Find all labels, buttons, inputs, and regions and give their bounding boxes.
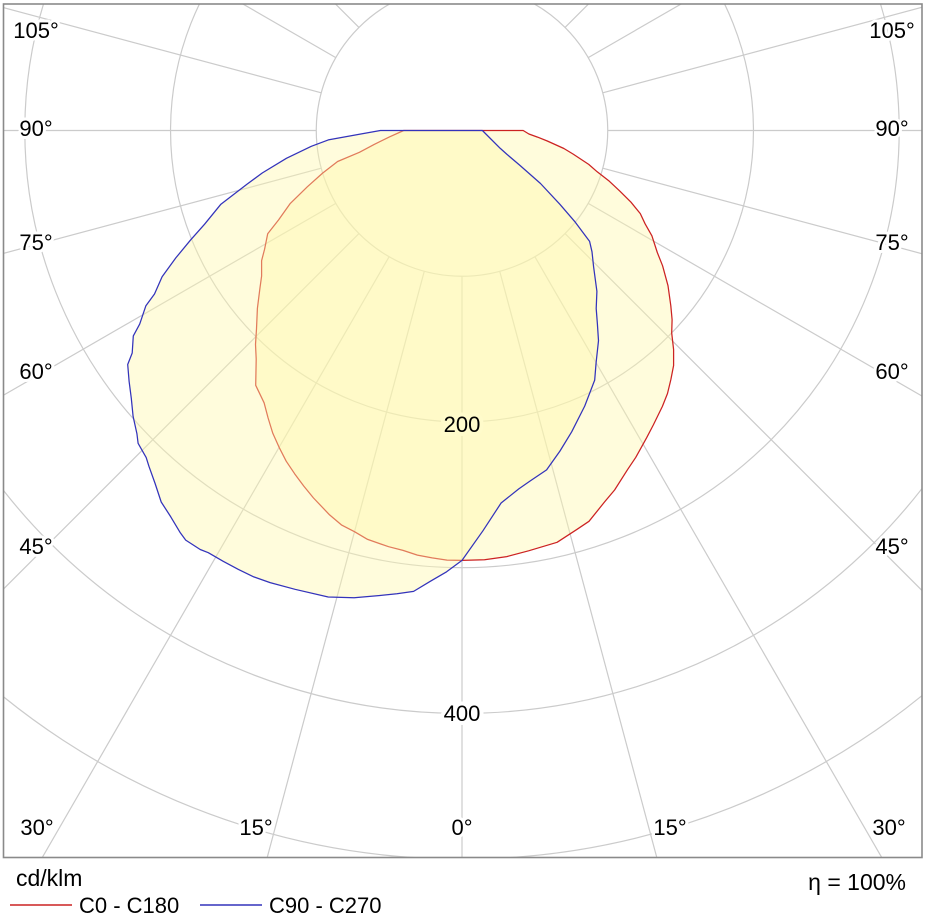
legend-label-c0-c180: C0 - C180 — [79, 893, 179, 918]
angle-label-right: 45° — [875, 534, 908, 559]
grid-radial-30 — [534, 256, 883, 858]
angle-label-bottom: 30° — [872, 815, 905, 840]
grid-radial-255 — [3, 7, 322, 94]
angle-label-right: 75° — [875, 230, 908, 255]
ring-value-label: 400 — [444, 701, 481, 726]
grid-radial-75 — [602, 167, 922, 255]
angle-label-left: 90° — [19, 116, 52, 141]
ring-value-label: 200 — [444, 412, 481, 437]
grid-radial-315 — [3, 233, 360, 590]
angle-label-left: 75° — [19, 230, 52, 255]
grid-radial-15 — [499, 271, 658, 858]
unit-label: cd/klm — [16, 865, 82, 891]
grid-radial-300 — [3, 202, 337, 396]
angle-label-right: 60° — [875, 359, 908, 384]
angle-label-right: 105° — [869, 18, 915, 43]
grid-radial-60 — [587, 202, 922, 397]
plot-frame — [2, 3, 923, 859]
efficiency-label: η = 100% — [808, 869, 906, 895]
grid-radial-45 — [564, 233, 922, 592]
angle-label-bottom: 15° — [239, 815, 272, 840]
angle-label-right: 90° — [875, 116, 908, 141]
curve-c90-c270 — [127, 129, 600, 599]
angle-label-left: 105° — [13, 18, 59, 43]
angle-label-bottom: 15° — [653, 815, 686, 840]
angle-label-bottom: 0° — [451, 815, 472, 840]
curve-c0-c180 — [254, 129, 675, 562]
grid-radial-105 — [602, 6, 922, 94]
axis-labels: 105° 105° 90° 90° 75° 75° 60° 60° 45° 45° 30° 15° 0°… — [10, 15, 918, 843]
angle-label-left: 45° — [19, 534, 52, 559]
intensity-curves — [127, 129, 675, 599]
grid-radial-285 — [3, 167, 322, 254]
angle-label-left: 60° — [19, 359, 52, 384]
grid-radial-330 — [41, 256, 390, 858]
legend-label-c90-c270: C90 - C270 — [269, 893, 382, 918]
angle-label-bottom: 30° — [20, 815, 53, 840]
grid-radial-345 — [266, 271, 425, 858]
